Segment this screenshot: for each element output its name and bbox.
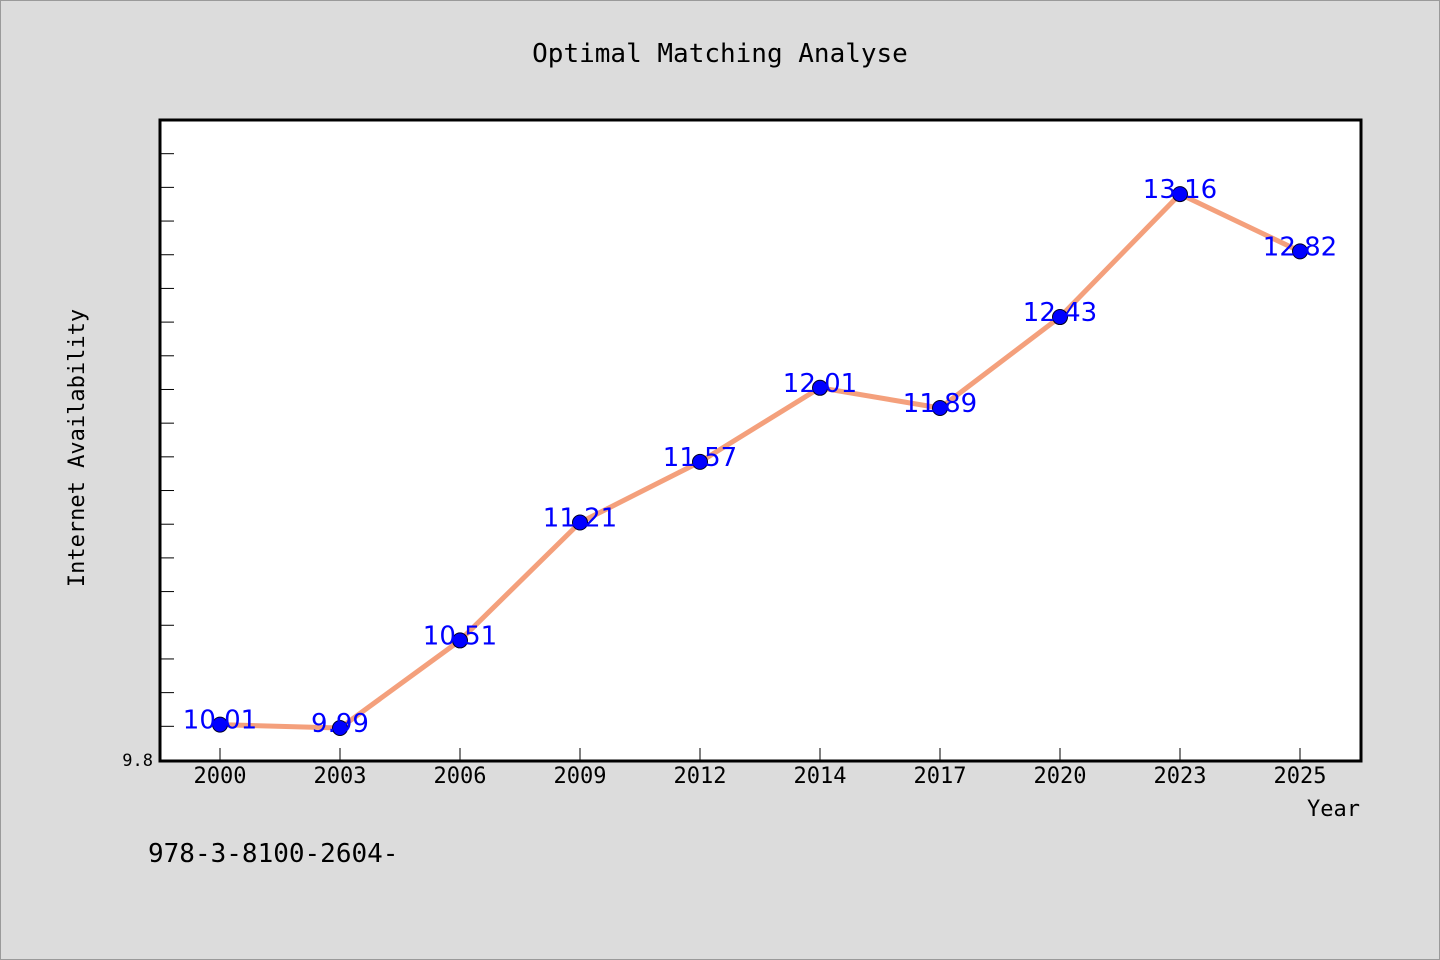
data-label: 11.89 xyxy=(903,389,977,419)
y-axis-label: Internet Availability xyxy=(65,309,90,587)
data-point xyxy=(692,453,708,470)
data-label: 10.01 xyxy=(183,706,257,736)
y-tick-label: 9.8 xyxy=(122,751,153,771)
x-tick-label: 2003 xyxy=(314,764,367,789)
x-tick-label: 2000 xyxy=(194,764,247,789)
series-line-group xyxy=(212,186,1308,736)
y-axis-ticks: 9.8 xyxy=(122,119,174,771)
data-label: 13.16 xyxy=(1143,175,1217,205)
x-tick-label: 2017 xyxy=(914,764,967,789)
data-label-group: 10.01 9.99 10.51 11.21 11.57 12.01 11.89 12.43 1… xyxy=(183,175,1337,739)
plot-area xyxy=(158,118,1363,763)
x-tick-label: 2025 xyxy=(1274,764,1327,789)
data-point xyxy=(452,632,468,649)
x-axis-ticks: 2000 2003 2006 2009 2012 2014 2017 2020 2023 2025 xyxy=(194,748,1327,789)
x-tick-label: 2006 xyxy=(434,764,487,789)
x-tick-label: 2009 xyxy=(554,764,607,789)
chart-title: Optimal Matching Analyse xyxy=(532,39,908,69)
x-axis-label: Year xyxy=(1307,797,1360,822)
x-tick-label: 2012 xyxy=(674,764,727,789)
data-point xyxy=(1052,309,1068,326)
data-point xyxy=(812,379,828,396)
data-label: 12.01 xyxy=(783,369,857,399)
series-line xyxy=(217,191,1303,731)
data-point xyxy=(332,720,348,736)
data-label: 11.21 xyxy=(543,504,617,534)
x-tick-label: 2020 xyxy=(1034,764,1087,789)
data-point xyxy=(1172,186,1188,203)
footer-text: 978-3-8100-2604- xyxy=(148,839,398,869)
data-label: 10.51 xyxy=(423,621,497,651)
x-tick-label: 2014 xyxy=(794,764,847,789)
data-label: 11.57 xyxy=(663,443,737,473)
data-label: 12.82 xyxy=(1263,232,1337,262)
x-tick-label: 2023 xyxy=(1154,764,1207,789)
data-point xyxy=(212,716,228,733)
data-point xyxy=(932,400,948,416)
data-point xyxy=(572,514,588,531)
data-label: 9.99 xyxy=(311,709,369,739)
data-point xyxy=(1292,243,1308,260)
data-label: 12.43 xyxy=(1023,298,1097,328)
